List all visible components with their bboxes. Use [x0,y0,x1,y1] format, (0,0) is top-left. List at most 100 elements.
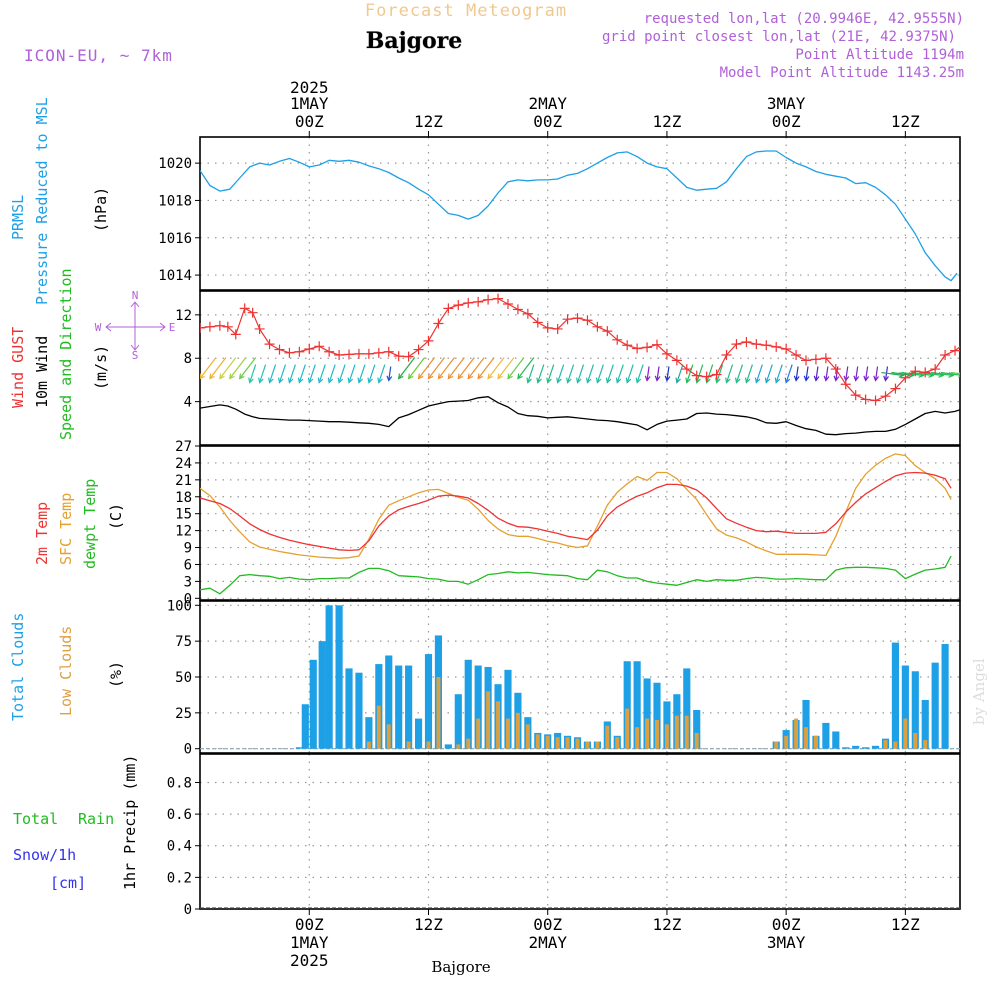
top-time-label: 00Z [295,112,324,131]
low-cloud-bar [585,741,590,749]
gust-marker [940,349,951,360]
low-cloud-bar [923,740,928,749]
panel-frame [199,136,961,291]
gust-marker [830,364,841,375]
wind-arrow [675,364,684,384]
wind-arrow-shaft [626,364,634,383]
gust-marker [314,341,325,352]
total-cloud-bar [921,699,929,749]
wind-arrow-head [367,377,373,384]
wind-arrow-shaft [428,357,445,379]
cloud-labels: Total Clouds Low Clouds (%) [9,613,125,721]
ytick-label: 0 [184,742,192,758]
ytick-label: 75 [175,634,192,650]
wind10m-label: 10m Wind [33,336,51,408]
wind-arrow-shaft [557,364,565,383]
wind-arrow-shaft [971,373,993,376]
gust-marker [622,340,633,351]
wind-arrow-shaft [388,366,392,381]
ytick-label: 15 [175,507,192,523]
low-cloud-bar [595,741,600,749]
wind-arrow-head [209,373,215,380]
gust-marker [900,372,911,383]
wind-arrow-head [968,373,973,378]
top-time-label: 12Z [891,112,920,131]
low-cloud-bar [674,715,679,749]
wind-arrow-head [357,377,364,384]
top-year-label: 2025 [290,78,329,97]
gridpoint-coords: grid point closest lon,lat (21E, 42.9375… [602,29,956,45]
gust-marker [741,336,752,347]
gust-marker [274,344,285,355]
gust-marker [324,346,335,357]
wind-arrow [307,364,316,384]
msl-label: Pressure Reduced to MSL [33,97,51,305]
wind-arrow [209,357,227,380]
wind-arrow [477,357,495,380]
wind-arrow-head [287,377,294,384]
wind-arrow [427,357,445,380]
bottom-time-label: 12Z [891,915,920,934]
total-cloud-bar [454,694,462,749]
wind-arrow-shaft [437,357,455,379]
wind-arrow [238,357,257,380]
wind-arrow-shaft [318,364,326,383]
low-cloud-bar [515,712,520,749]
wind-arrow [278,364,287,384]
temp-labels: 2m Temp SFC Temp dewpt Temp (C) [33,479,125,569]
wind-arrow-shaft [477,357,495,379]
gust-marker [344,349,355,360]
ytick-label: 8 [184,351,192,367]
gust-marker [880,391,891,402]
total-cloud-bar [683,668,691,749]
wind-arrow [654,366,661,382]
wind-arrow-shaft [507,357,525,379]
wind-arrow-shaft [200,357,217,379]
wind-arrow-shaft [795,366,799,381]
low-cloud-bar [655,720,659,749]
product-title: Forecast Meteogram [365,1,567,21]
gust-marker [721,349,732,360]
gust-marker [204,321,215,332]
wind-arrow [585,364,595,384]
wind-arrow-shaft [586,364,595,383]
low-cloud-bar [635,727,640,749]
low-cloud-bar [535,734,540,749]
wind-arrow [437,357,455,380]
wind-arrow-shaft [616,364,624,383]
wind-arrow [764,364,773,384]
wind-arrow-shaft [368,364,376,383]
gust-marker [910,366,921,377]
gust-marker [810,354,821,365]
total-cloud-bar [504,669,512,749]
wind-arrow [843,366,850,382]
wind-arrow-shaft [874,366,879,381]
wind-arrow-head [605,377,612,384]
panel-clouds: 0 25 50 75 100 [167,598,961,758]
gust-marker [483,294,494,305]
wind-arrow-shaft [229,357,247,379]
low-cloud-bar [903,718,908,749]
total-cloud-bar [395,665,403,749]
wind-arrow-head [477,373,483,380]
wind-arrow-head [497,373,503,380]
total-cloud-bar [405,665,413,749]
total-clouds-label: Total Clouds [9,613,27,721]
compass-s: S [132,349,139,362]
wind-labels: Wind GUST 10m Wind Speed and Direction (… [9,268,175,440]
gust-marker [512,304,523,315]
low-cloud-bar [376,705,381,749]
snow-label: Snow/1h [13,846,76,864]
wind-arrow-head [268,377,274,384]
wind-arrow [258,364,267,384]
wind-arrow [497,357,515,380]
ytick-label: 0 [184,591,192,607]
wind-arrow-shaft [467,357,485,379]
wind-arrow-head [219,373,225,380]
wind-arrow-head [467,373,474,380]
bottom-time-label: 00Z [772,915,801,934]
wind-arrow-head [386,375,393,382]
total-cloud-bar [931,662,939,749]
total-cloud-bar [295,747,303,749]
low-cloud-bar [555,737,560,749]
